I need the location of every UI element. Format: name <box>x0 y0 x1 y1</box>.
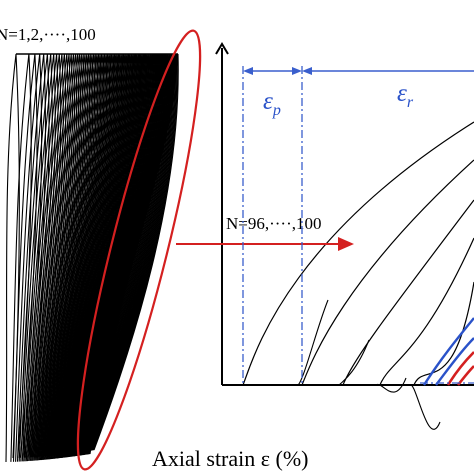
main-hysteresis-loops <box>5 53 179 463</box>
inset-black-loading-1 <box>242 121 474 386</box>
eps-p-annotation: εp <box>242 66 303 385</box>
main-cycle-label: N=1,2,····,100 <box>0 25 96 44</box>
inset-red-loading <box>446 351 474 386</box>
eps-p-label: εp <box>263 88 281 119</box>
inset-y-axis-arrow <box>215 42 229 55</box>
inset-blue-unloading <box>435 337 474 386</box>
eps-r-annotation: εr <box>302 67 474 111</box>
inset-black-unloading-3 <box>375 377 407 393</box>
inset-panel <box>215 42 474 430</box>
inset-background <box>222 44 474 385</box>
inset-cycle-label: N=96,····,100 <box>226 214 322 233</box>
inset-black-unloading-2 <box>338 339 370 386</box>
inset-black-unloading-4 <box>409 384 441 430</box>
inset-black-unloading-1 <box>297 299 329 386</box>
inset-hysteresis-loops <box>242 121 474 430</box>
inset-black-loading-3 <box>342 199 474 386</box>
inset-black-loading-5 <box>413 281 474 386</box>
inset-black-loading-2 <box>301 159 474 386</box>
inset-blue-loading <box>422 317 474 386</box>
x-axis-label: Axial strain ε (%) <box>152 446 308 471</box>
highlight-ellipse <box>76 29 202 471</box>
inset-black-loading-4 <box>379 237 474 386</box>
eps-r-label: εr <box>397 80 414 111</box>
inset-red-unloading <box>456 365 474 386</box>
pointer-arrow <box>176 237 354 251</box>
